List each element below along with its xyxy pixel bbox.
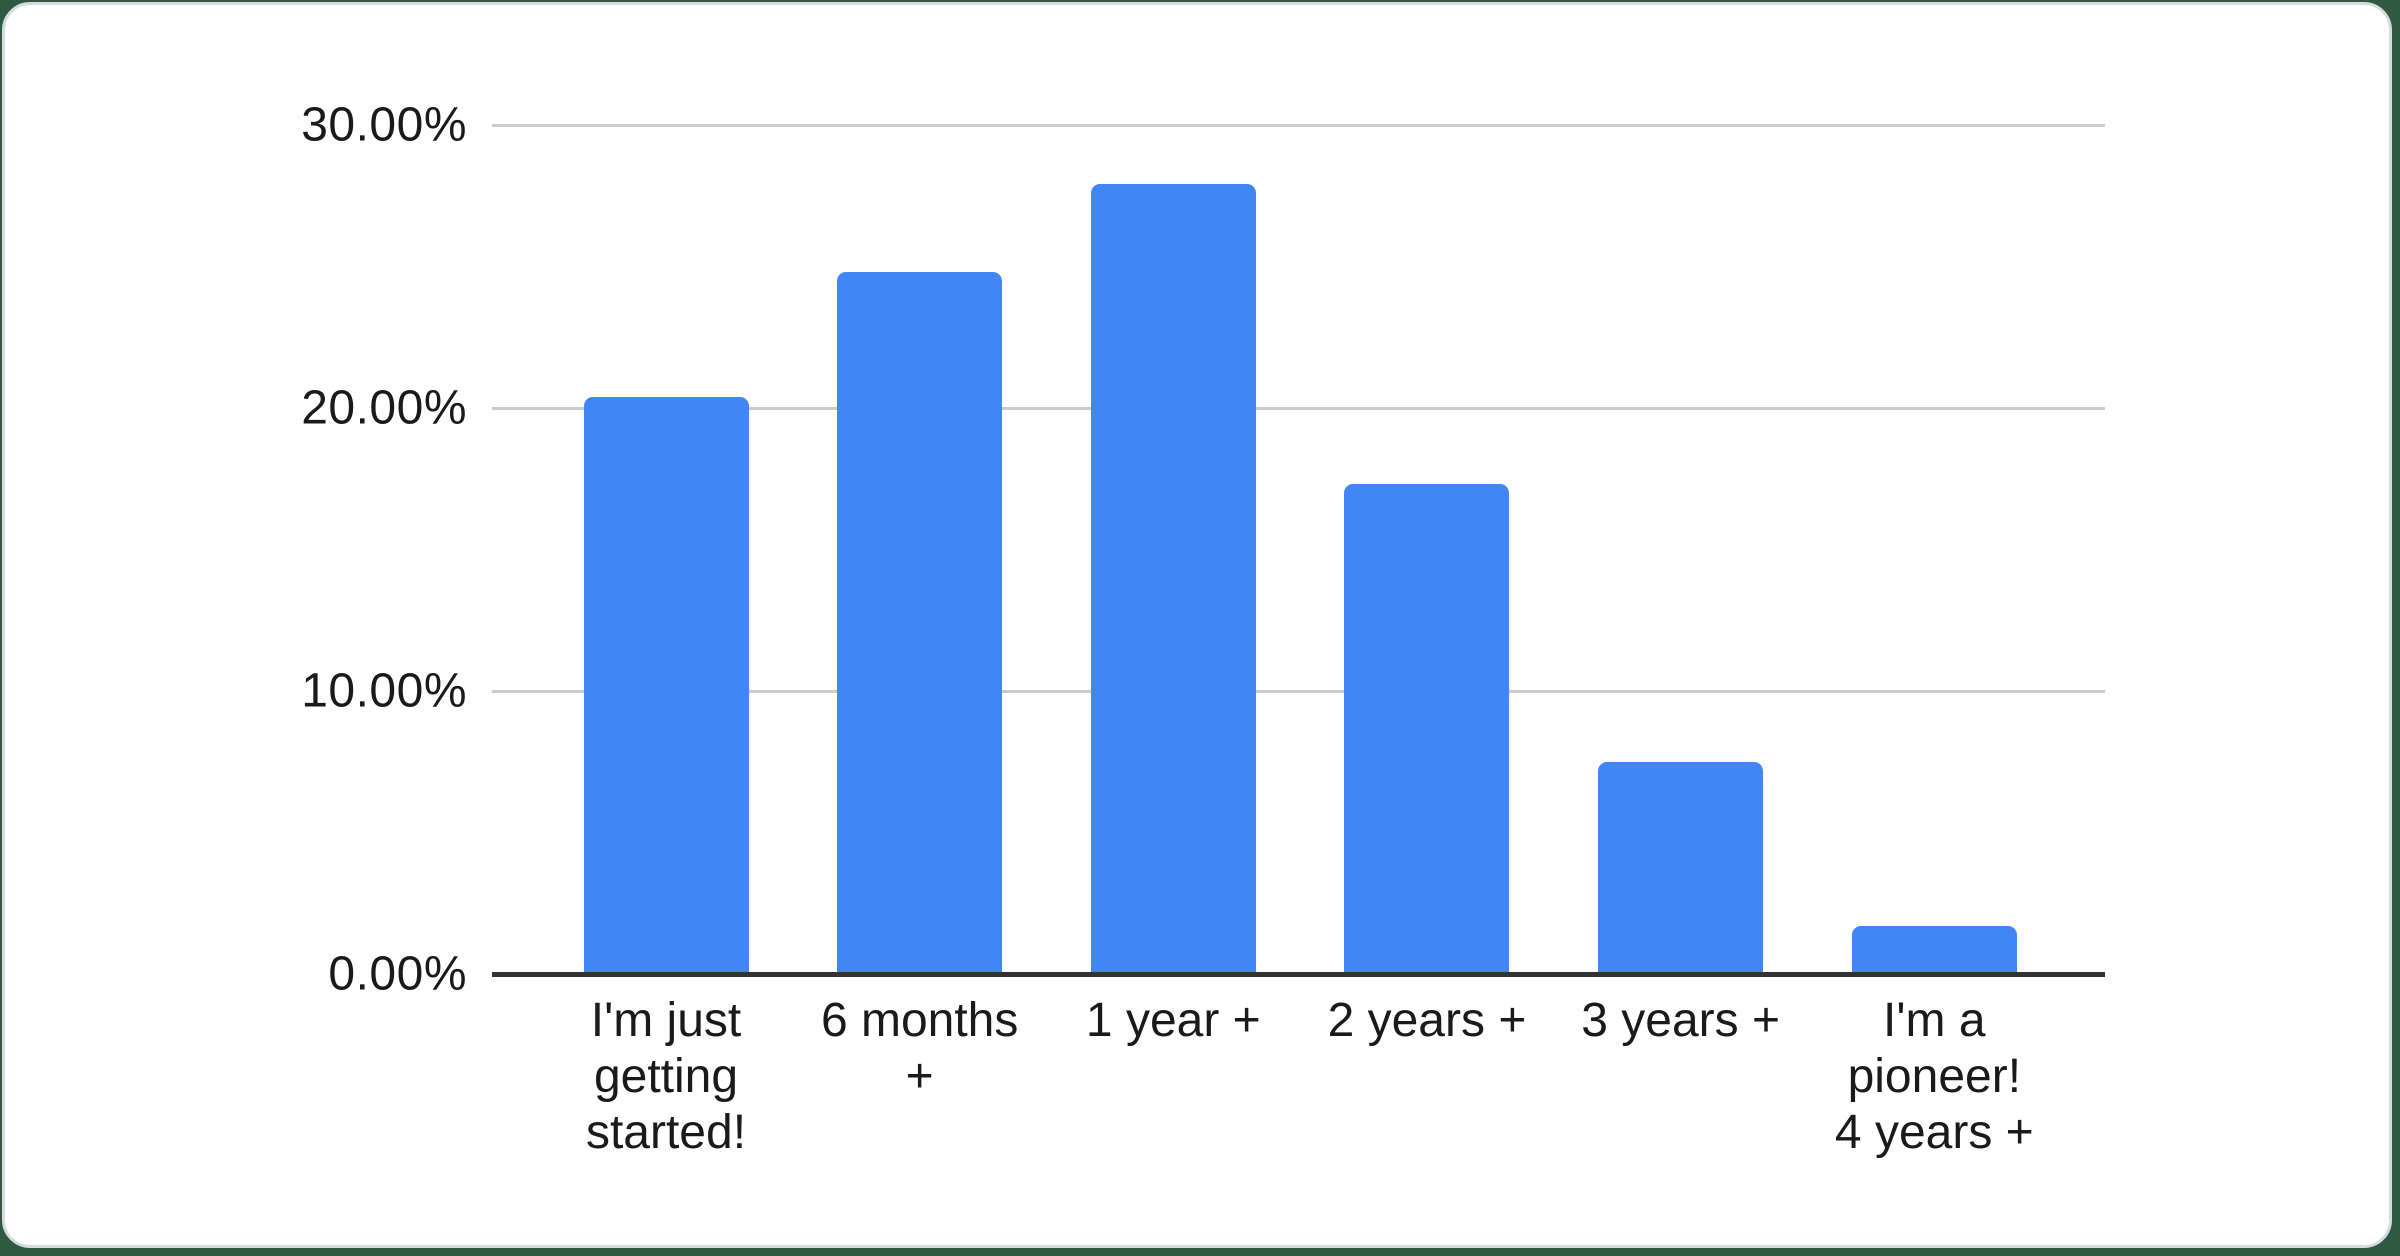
bar-6 — [1851, 925, 2017, 974]
y-axis-tick-label: 20.00% — [301, 381, 467, 435]
gridline — [492, 406, 2105, 410]
gridline — [492, 123, 2105, 127]
gridline — [492, 689, 2105, 693]
x-axis-category-label: I'm a pioneer! 4 years + — [1834, 994, 2034, 1159]
x-axis-category-label: 1 year + — [1085, 994, 1261, 1047]
plot-area: 0.00% 10.00% 20.00% 30.00% I'm just getting… — [5, 5, 2389, 1245]
y-axis-tick-label: 0.00% — [328, 947, 467, 1001]
bar-1 — [583, 396, 749, 974]
bar-5 — [1598, 761, 1764, 974]
bar-3 — [1090, 184, 1256, 974]
y-axis-tick-label: 30.00% — [301, 98, 467, 152]
x-axis-category-label: I'm just getting started! — [585, 994, 747, 1159]
x-axis-category-label: 2 years + — [1327, 994, 1527, 1047]
bar-2 — [837, 272, 1003, 974]
bar-4 — [1344, 484, 1510, 974]
x-axis-line — [492, 971, 2105, 977]
x-axis-category-label: 3 years + — [1581, 994, 1781, 1047]
y-axis-tick-label: 10.00% — [301, 664, 467, 718]
x-axis-category-label: 6 months + — [820, 994, 1019, 1103]
